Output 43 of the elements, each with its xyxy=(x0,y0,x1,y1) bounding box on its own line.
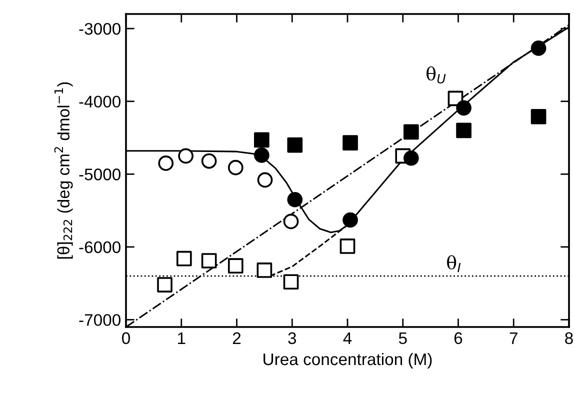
point xyxy=(228,160,244,176)
point xyxy=(340,238,356,254)
y-tick-label: -4000 xyxy=(79,96,120,108)
x-tick-label: 5 xyxy=(398,332,407,344)
ref-line-label: θ$_{I}$ xyxy=(447,255,461,272)
point xyxy=(404,150,419,166)
point xyxy=(157,277,172,292)
point xyxy=(530,108,546,124)
x-tick-label: 7 xyxy=(510,332,518,344)
point xyxy=(283,214,299,230)
point xyxy=(176,250,192,266)
x-tick-label: 4 xyxy=(343,332,352,344)
point xyxy=(257,172,273,188)
point xyxy=(201,253,217,268)
point xyxy=(456,100,472,116)
y-axis-title: [θ]$_{222}$ (deg cm$^{2}$ dmol$^{−1}$) xyxy=(54,82,73,259)
point xyxy=(342,135,358,151)
y-tick-label: -7000 xyxy=(79,314,120,326)
x-axis-title: Urea concentration (M) xyxy=(264,352,432,368)
x-tick-label: 3 xyxy=(288,332,296,344)
point xyxy=(404,124,419,140)
point xyxy=(178,148,194,164)
point xyxy=(254,132,270,148)
point xyxy=(228,258,244,274)
point xyxy=(287,192,303,208)
point xyxy=(530,40,546,56)
y-tick-label: -3000 xyxy=(79,22,120,35)
point xyxy=(256,262,272,278)
x-tick-label: 0 xyxy=(122,332,130,344)
series-label: θ$_{U}$ xyxy=(426,66,446,84)
x-tick-label: 6 xyxy=(454,332,462,344)
point xyxy=(158,156,174,171)
x-tick-label: 8 xyxy=(565,332,573,344)
y-tick-label: -5000 xyxy=(79,168,120,180)
point xyxy=(342,212,358,228)
point xyxy=(283,274,299,290)
point xyxy=(254,148,270,163)
x-tick-label: 2 xyxy=(232,332,241,344)
point xyxy=(287,137,303,153)
point xyxy=(456,122,472,138)
x-tick-label: 1 xyxy=(178,332,186,344)
y-tick-label: -6000 xyxy=(79,241,120,254)
point xyxy=(201,153,217,169)
